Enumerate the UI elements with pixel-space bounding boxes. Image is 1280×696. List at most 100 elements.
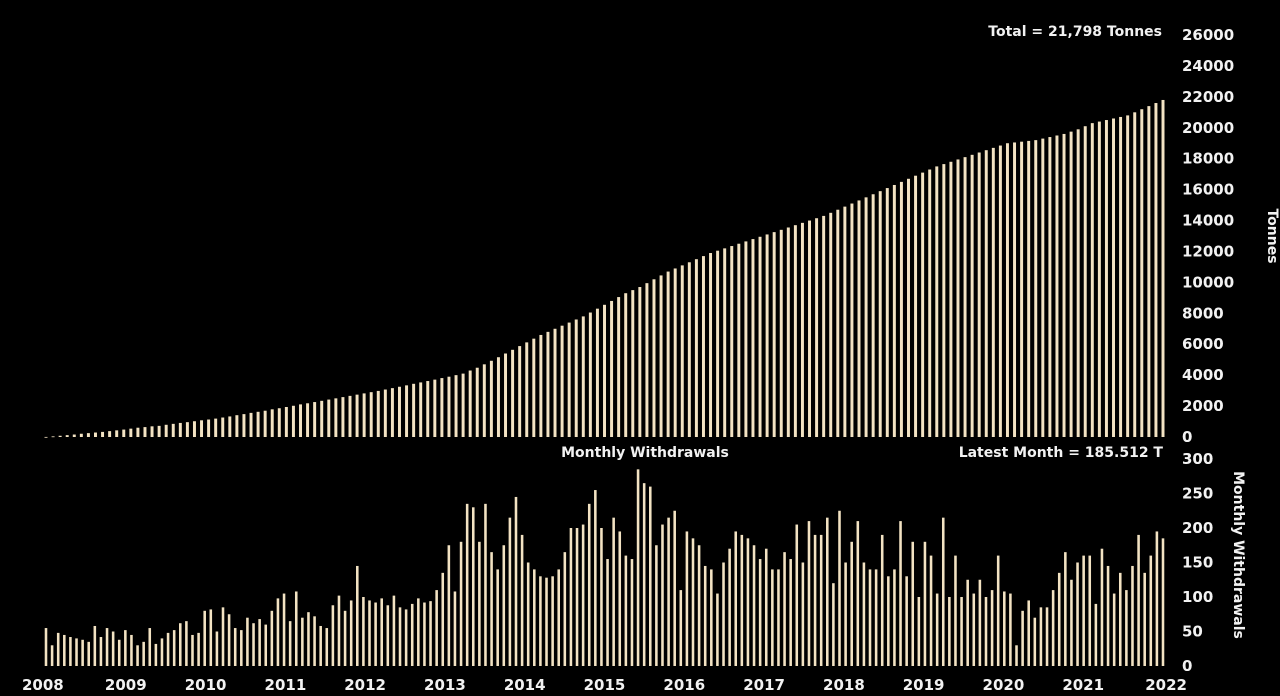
xtick-2018: 2018 [823,676,865,694]
bottom-bar-119 [771,569,774,666]
bottom-bar-2 [56,632,60,666]
bottom-bar-79 [526,562,530,666]
bottom-bar-98 [642,483,646,666]
bottom-bar-24 [191,634,194,666]
top-bar-120 [892,184,896,437]
bottom-bar-41 [294,591,298,666]
bottom-bar-135 [868,569,872,666]
top-bar-87 [659,275,663,437]
bottom-bar-130 [838,510,841,666]
bottom-bar-116 [752,545,756,666]
bottom-bar-161 [1027,600,1030,666]
bottom-bar-113 [734,531,738,666]
top-bar-155 [1140,109,1144,437]
bottom-bar-139 [893,569,896,666]
top-bar-20 [185,422,189,437]
top-bar-70 [539,334,543,437]
top-bar-122 [907,178,910,438]
bottom-bar-26 [203,610,206,666]
top-bar-12 [129,428,133,437]
bottom-bar-74 [496,569,499,666]
top-bar-117 [871,194,875,437]
bottom-bar-59 [404,609,408,666]
bottom-bar-17 [148,628,152,666]
top-bar-88 [666,271,670,437]
bottom-bar-177 [1125,590,1128,666]
bottom-bar-40 [288,621,292,666]
bottom-bar-64 [435,590,438,666]
top-ytick-20000: 20000 [1182,119,1234,137]
bottom-bar-180 [1143,572,1146,666]
bottom-bar-9 [99,637,103,666]
bottom-bar-102 [667,517,670,666]
bottom-bar-151 [966,579,969,666]
bottom-bar-147 [941,517,945,666]
top-bar-42 [341,397,345,437]
bottom-bar-104 [679,590,683,666]
bottom-bar-158 [1009,593,1012,666]
top-bar-73 [560,325,564,437]
top-bar-137 [1013,142,1017,437]
bottom-bar-112 [728,548,731,666]
xtick-2013: 2013 [424,676,466,694]
top-bar-105 [786,227,790,437]
bottom-bar-80 [533,569,536,666]
bottom-bar-43 [307,612,310,666]
top-bar-144 [1062,133,1066,437]
bottom-bar-181 [1149,555,1153,666]
top-bar-135 [998,145,1002,438]
top-bar-97 [730,246,734,437]
top-bar-54 [426,381,430,437]
bottom-bar-29 [221,607,225,666]
top-bar-102 [765,234,769,437]
top-bar-104 [779,229,783,437]
top-bar-37 [306,403,310,437]
top-ytick-12000: 12000 [1182,243,1234,261]
bottom-bar-28 [215,631,219,666]
bottom-bar-65 [441,572,445,666]
xtick-2019: 2019 [903,676,945,694]
bottom-bar-90 [594,490,597,666]
total-annotation: Total = 21,798 Tonnes [988,24,1162,40]
bottom-bar-88 [581,524,585,666]
top-bar-136 [1005,143,1009,438]
top-bar-10 [115,430,119,437]
bottom-bar-0 [44,628,48,666]
top-bar-24 [214,418,218,437]
bottom-bar-178 [1131,565,1134,666]
top-bar-119 [885,188,889,437]
bottom-bar-137 [880,534,884,666]
top-bar-72 [553,328,557,437]
bottom-bar-146 [935,593,939,666]
top-bar-96 [723,248,727,437]
top-bar-45 [362,393,366,437]
x-axis: 2008 2009 2010 2011 2012 2013 2014 2015 2016 2017… [22,676,1187,694]
top-bar-121 [899,181,903,437]
bottom-bar-157 [1003,591,1006,666]
bottom-bar-56 [386,605,390,666]
bottom-bar-175 [1112,593,1116,666]
top-bar-89 [673,268,677,437]
top-bar-7 [94,432,97,437]
top-bar-28 [242,414,246,437]
bottom-bar-153 [978,579,982,666]
bottom-bar-107 [697,545,701,666]
top-bar-9 [108,431,112,437]
top-bar-69 [532,338,536,437]
bottom-bar-34 [252,623,255,666]
top-bar-77 [588,312,592,437]
top-bar-92 [694,259,698,437]
top-bar-75 [574,319,578,437]
bottom-bar-92 [606,559,609,666]
top-bar-108 [808,220,811,437]
bottom-bar-7 [87,641,90,666]
top-bar-27 [235,415,239,437]
top-ytick-10000: 10000 [1182,273,1234,291]
xtick-2016: 2016 [663,676,705,694]
top-bar-41 [334,398,338,437]
bottom-bar-172 [1094,603,1098,666]
bottom-bar-118 [764,548,768,666]
bottom-bar-160 [1021,610,1024,666]
bottom-bar-84 [557,569,560,666]
bottom-bar-58 [398,607,402,666]
